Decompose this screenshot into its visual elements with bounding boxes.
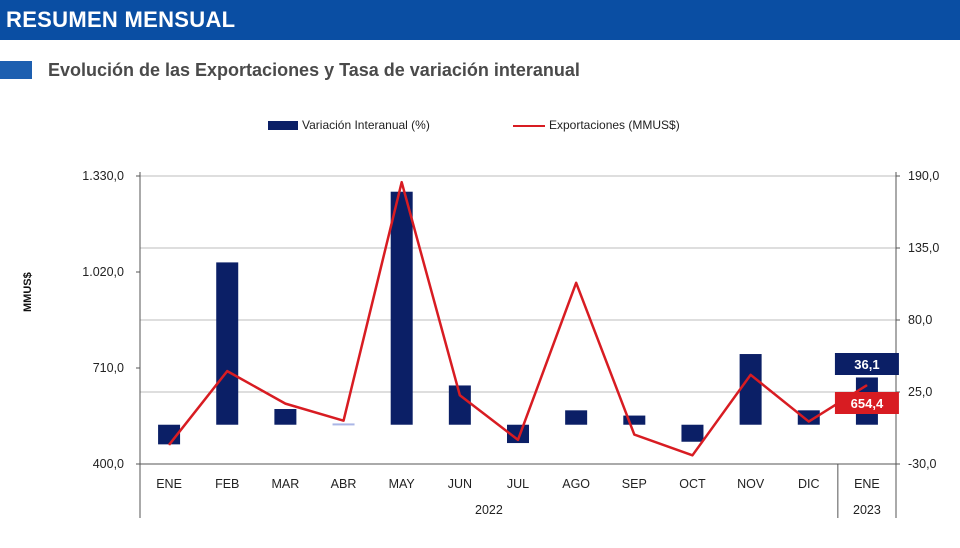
banner-title: RESUMEN MENSUAL [6, 7, 236, 32]
legend-bar-swatch [268, 121, 298, 130]
right-tick-label: -30,0 [908, 457, 937, 471]
bar-may-4 [390, 191, 413, 425]
exports-point-8 [633, 434, 635, 436]
bar-dic-11 [797, 410, 820, 425]
bar-feb-1 [216, 262, 239, 425]
left-tick-label: 1.330,0 [82, 169, 124, 183]
subtitle-marker [0, 61, 32, 79]
exports-point-3 [343, 420, 345, 422]
right-tick-label: 25,0 [908, 385, 932, 399]
category-label: NOV [737, 477, 765, 491]
annotation-bar-value-box [834, 353, 899, 375]
left-tick-label: 400,0 [93, 457, 124, 471]
category-label: MAR [271, 477, 299, 491]
category-label: JUL [507, 477, 529, 491]
legend-bar-label: Variación Interanual (%) [302, 118, 430, 132]
left-tick-label: 1.020,0 [82, 265, 124, 279]
chart-title: Evolución de las Exportaciones y Tasa de… [48, 60, 580, 80]
category-label: ABR [331, 477, 357, 491]
bar-ago-7 [565, 410, 588, 425]
bar-mar-2 [274, 409, 297, 425]
category-label: ENE [854, 477, 880, 491]
category-label: AGO [562, 477, 590, 491]
legend-line-label: Exportaciones (MMUS$) [549, 118, 680, 132]
right-tick-label: 135,0 [908, 241, 939, 255]
exports-point-2 [284, 403, 286, 405]
bar-abr-3 [332, 423, 355, 426]
legend-line-swatch [513, 125, 545, 127]
exports-point-11 [808, 421, 810, 423]
right-tick-label: 80,0 [908, 313, 932, 327]
category-label: FEB [215, 477, 239, 491]
year-label-2023: 2023 [853, 503, 881, 517]
exports-point-4 [401, 181, 403, 183]
header-banner: RESUMEN MENSUAL [0, 0, 960, 40]
bar-oct-9 [681, 424, 704, 442]
exports-point-1 [226, 370, 228, 372]
bar-jun-5 [448, 385, 471, 425]
annotation-line-value-box [834, 392, 899, 414]
category-label: DIC [798, 477, 820, 491]
category-label: SEP [622, 477, 647, 491]
exports-point-12 [866, 384, 868, 386]
exports-line [168, 180, 868, 457]
annotation-bar-value: 36,1 [854, 357, 879, 372]
left-tick-label: 710,0 [93, 361, 124, 375]
year-label-2022: 2022 [475, 503, 503, 517]
exports-point-9 [691, 454, 693, 456]
annotation-line-value: 654,4 [851, 396, 884, 411]
category-label: JUN [448, 477, 472, 491]
category-label: OCT [679, 477, 706, 491]
bar-jul-6 [507, 424, 529, 444]
exports-point-0 [168, 444, 170, 446]
exports-point-5 [459, 394, 461, 396]
exports-point-10 [750, 374, 752, 376]
exports-point-7 [575, 282, 577, 284]
right-tick-label: 190,0 [908, 169, 939, 183]
category-label: MAY [389, 477, 416, 491]
category-label: ENE [156, 477, 182, 491]
bar-nov-10 [739, 354, 762, 425]
exports-point-6 [517, 439, 519, 441]
bar-sep-8 [623, 415, 646, 425]
